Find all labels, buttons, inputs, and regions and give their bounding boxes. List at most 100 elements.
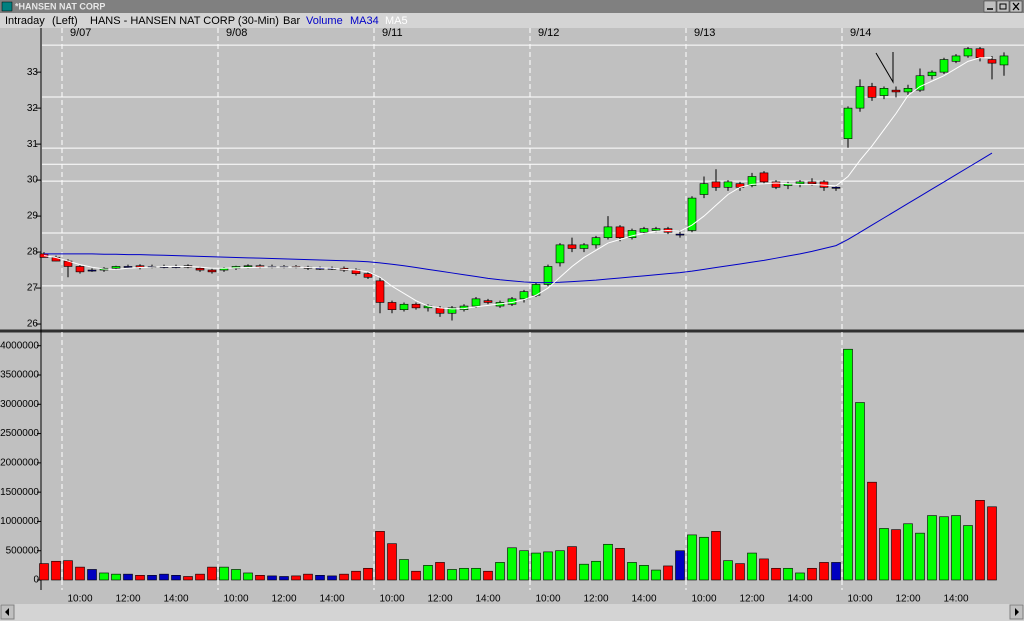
candle-body (639, 228, 649, 233)
volume-bar (99, 572, 109, 581)
volume-bar (435, 562, 445, 581)
x-tick-label: 12:00 (739, 594, 764, 605)
volume-bar (687, 534, 697, 581)
volume-bar (699, 536, 709, 581)
mode-label: Intraday (5, 15, 45, 27)
volume-bar (339, 573, 349, 581)
volume-bar (483, 570, 493, 581)
candle-body (687, 197, 697, 231)
volume-bar (987, 506, 997, 581)
legend-ma5: MA5 (385, 15, 408, 27)
x-tick-label: 12:00 (583, 594, 608, 605)
volume-bar (855, 402, 865, 581)
volume-bar (639, 565, 649, 581)
volume-bar (495, 562, 505, 581)
candle-body (123, 266, 133, 268)
x-tick-label: 12:00 (895, 594, 920, 605)
candle-body (375, 280, 385, 303)
candle-body (435, 307, 445, 314)
x-tick-label: 14:00 (319, 594, 344, 605)
volume-tick-label: 2000000 (0, 457, 39, 468)
candle-body (711, 181, 721, 188)
volume-bar (243, 572, 253, 581)
volume-bar (207, 566, 217, 581)
volume-bar (171, 575, 181, 581)
candle-body (387, 302, 397, 310)
volume-bar (195, 573, 205, 581)
volume-bar (147, 575, 157, 581)
scroll-right-arrow (1015, 608, 1019, 616)
candle-body (627, 230, 637, 238)
volume-bar (387, 543, 397, 581)
candle-body (195, 267, 205, 271)
volume-bar (903, 523, 913, 581)
candle-body (699, 183, 709, 195)
candle-body (879, 88, 889, 96)
volume-bar (591, 560, 601, 581)
scrollbar[interactable] (0, 604, 1024, 621)
x-tick-label: 10:00 (691, 594, 716, 605)
volume-bar (459, 567, 469, 581)
volume-bar (447, 569, 457, 581)
volume-bar (399, 559, 409, 581)
candle-body (747, 176, 757, 186)
candle-body (567, 244, 577, 249)
volume-bar (555, 550, 565, 581)
volume-bar (411, 570, 421, 581)
y-tick-label: 28 (27, 247, 39, 258)
y-tick-label: 32 (27, 103, 39, 114)
volume-tick-label: 3500000 (0, 370, 39, 381)
restore-button[interactable] (996, 0, 1010, 13)
x-tick-label: 14:00 (787, 594, 812, 605)
candle-body (939, 59, 949, 73)
volume-bar (927, 515, 937, 581)
y-tick-label: 31 (27, 139, 39, 150)
volume-bar (663, 565, 673, 581)
y-tick-label: 33 (27, 67, 39, 78)
volume-bar (603, 543, 613, 581)
window-buttons[interactable] (983, 0, 1023, 13)
volume-tick-label: 1500000 (0, 487, 39, 498)
candle-body (795, 181, 805, 184)
candle-body (855, 86, 865, 109)
window-icon (1, 1, 13, 12)
volume-bar (651, 569, 661, 581)
volume-bar (471, 567, 481, 581)
volume-bar (159, 573, 169, 581)
candle-body (771, 181, 781, 188)
candle-body (471, 298, 481, 307)
candle-body (255, 265, 265, 268)
x-tick-label: 14:00 (943, 594, 968, 605)
volume-bar (303, 573, 313, 581)
volume-tick-label: 3000000 (0, 399, 39, 410)
candle-body (927, 71, 937, 77)
candle-body (675, 233, 685, 236)
close-glyph (1012, 2, 1020, 11)
volume-bar (231, 569, 241, 581)
volume-bar (579, 563, 589, 581)
candle-body (579, 244, 589, 249)
volume-bar (951, 515, 961, 581)
date-label: 9/12 (538, 27, 559, 39)
candle-body (615, 226, 625, 238)
moving-average-line (43, 57, 992, 310)
window-title: *HANSEN NAT CORP (15, 1, 105, 11)
volume-bar (543, 551, 553, 581)
volume-bar (519, 550, 529, 581)
candle-body (975, 48, 985, 59)
plot-layer: 26 27 28 29 30 31 32 33 0 500000 1000000 1500000 200… (0, 27, 1024, 605)
price-panel (0, 28, 1024, 330)
volume-bar (507, 547, 517, 581)
candle-body (591, 237, 601, 246)
volume-bar (723, 560, 733, 581)
volume-bar (327, 575, 337, 581)
volume-tick-label: 2500000 (0, 428, 39, 439)
volume-bar (867, 481, 877, 581)
x-tick-label: 10:00 (847, 594, 872, 605)
volume-bar (423, 565, 433, 581)
minimize-button[interactable] (983, 0, 997, 13)
candle-body (867, 86, 877, 98)
chart-title: HANS - HANSEN NAT CORP (30-Min) (90, 15, 279, 27)
candle-body (999, 55, 1009, 66)
date-label: 9/13 (694, 27, 715, 39)
